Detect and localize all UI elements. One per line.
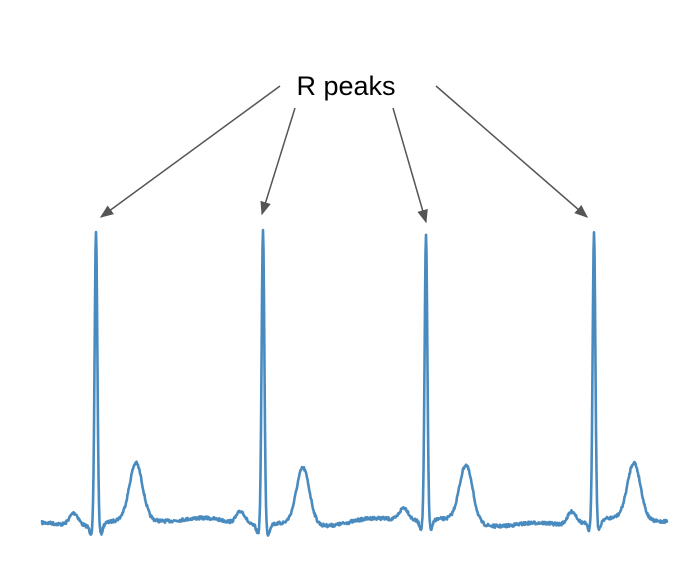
ecg-signal-trace [40,228,669,537]
r-peak-arrow-1 [99,85,281,218]
r-peak-arrow-3 [392,107,428,224]
r-peak-arrow-2 [260,107,296,216]
r-peak-arrow-4 [435,85,589,218]
r-peaks-label: R peaks [296,71,395,101]
